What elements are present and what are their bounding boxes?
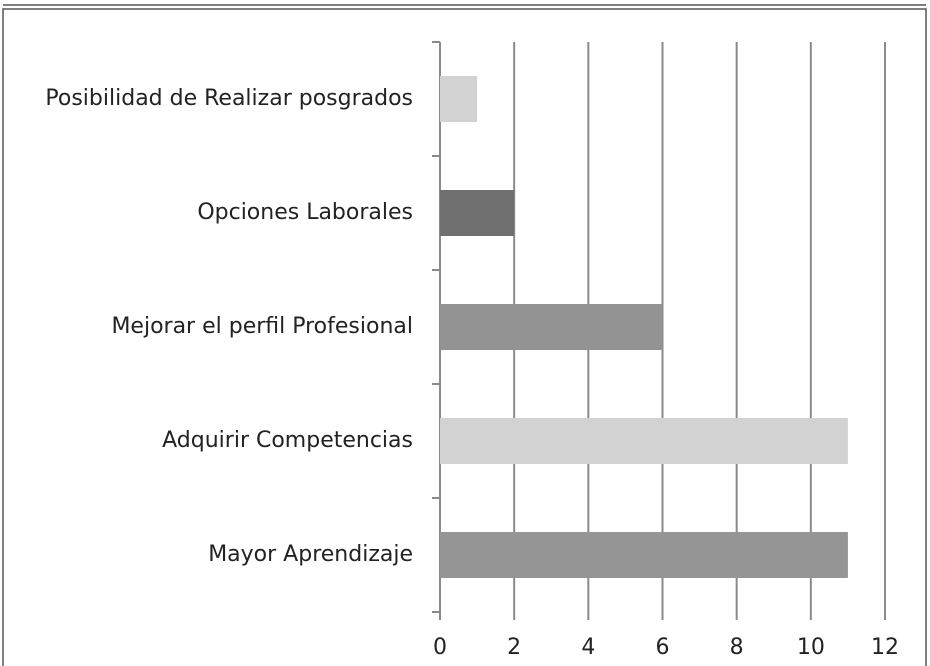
x-tick-label: 10 xyxy=(797,635,825,660)
y-tick-label: Mayor Aprendizaje xyxy=(208,542,413,567)
frame xyxy=(2,8,927,666)
x-tick-label: 4 xyxy=(581,635,595,660)
y-tick-label: Posibilidad de Realizar posgrados xyxy=(45,86,413,111)
bar xyxy=(440,418,848,464)
x-tick-label: 2 xyxy=(507,635,521,660)
bar xyxy=(440,304,663,350)
y-tick-label: Adquirir Competencias xyxy=(162,428,413,453)
x-tick-label: 12 xyxy=(871,635,899,660)
x-tick-label: 0 xyxy=(433,635,447,660)
x-tick-label: 8 xyxy=(730,635,744,660)
bar xyxy=(440,532,848,578)
y-tick-label: Opciones Laborales xyxy=(197,200,413,225)
y-tick-label: Mejorar el perfil Profesional xyxy=(111,314,413,339)
x-tick-label: 6 xyxy=(656,635,670,660)
bar xyxy=(440,76,478,122)
bar xyxy=(440,190,515,236)
